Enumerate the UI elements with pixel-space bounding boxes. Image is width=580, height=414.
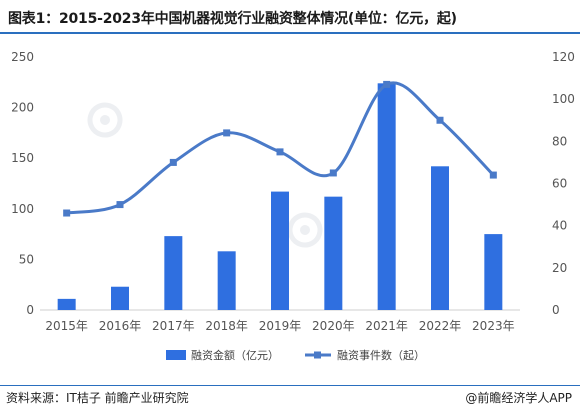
x-tick-label: 2017年 (152, 319, 195, 333)
x-axis: 2015年 2016年 2017年 2018年 2019年 2020年 2021年 2022年… (45, 319, 514, 333)
y-right-tick-label: 20 (552, 261, 567, 275)
legend-line-marker (314, 351, 321, 359)
legend-bar-swatch (166, 350, 186, 360)
line-point (383, 80, 391, 88)
y-right-tick-label: 0 (552, 303, 560, 317)
y-axis-right: 0 20 40 60 80 100 120 (552, 50, 575, 317)
bar (111, 286, 129, 310)
legend-label-count: 融资事件数（起） (337, 349, 425, 362)
x-tick-label: 2021年 (365, 319, 408, 333)
bar (324, 196, 343, 310)
watermark-group (87, 102, 323, 248)
bar (377, 83, 396, 310)
bar (57, 298, 76, 310)
brand-credit: @前瞻经济学人APP (465, 391, 572, 405)
bar-series (57, 83, 503, 310)
x-tick-label: 2023年 (472, 319, 515, 333)
y-axis-left: 0 50 100 150 200 250 (11, 50, 34, 317)
y-left-tick-label: 50 (19, 252, 34, 266)
bar (431, 166, 449, 310)
x-tick-label: 2022年 (419, 319, 462, 333)
source-note: 资料来源：IT桔子 前瞻产业研究院 (6, 391, 189, 405)
bar (484, 234, 503, 310)
title-rule (0, 32, 580, 34)
line-point (436, 116, 444, 124)
footer-rule (0, 385, 580, 386)
y-left-tick-label: 250 (11, 50, 34, 64)
legend-label-amount: 融资金额（亿元） (191, 348, 279, 362)
line-point (489, 171, 497, 179)
y-right-tick-label: 120 (552, 50, 575, 64)
y-left-tick-label: 100 (11, 202, 34, 216)
line-point (63, 209, 71, 217)
line-point (116, 201, 124, 209)
y-right-tick-label: 100 (552, 92, 575, 106)
chart-title: 图表1：2015-2023年中国机器视觉行业融资整体情况(单位：亿元，起) (8, 11, 457, 27)
legend: 融资金额（亿元） 融资事件数（起） (166, 348, 425, 362)
watermark-logo-icon (287, 212, 323, 248)
watermark-logo-icon (87, 102, 123, 138)
bar (271, 191, 289, 310)
line-point (223, 129, 231, 137)
x-tick-label: 2019年 (259, 319, 302, 333)
y-right-tick-label: 40 (552, 219, 567, 233)
y-right-tick-label: 60 (552, 177, 567, 191)
y-left-tick-label: 200 (11, 101, 34, 115)
line-point (329, 169, 337, 177)
x-tick-label: 2018年 (205, 319, 248, 333)
y-left-tick-label: 150 (11, 151, 34, 165)
line-series (63, 80, 497, 217)
y-right-tick-label: 80 (552, 134, 567, 148)
bar (217, 251, 236, 310)
series-line (66, 81, 495, 215)
x-tick-label: 2015年 (45, 319, 88, 333)
y-left-tick-label: 0 (26, 303, 34, 317)
x-tick-label: 2020年 (312, 319, 355, 333)
x-tick-label: 2016年 (99, 319, 142, 333)
line-point (169, 158, 177, 166)
bar (164, 236, 183, 310)
line-point (276, 148, 284, 156)
